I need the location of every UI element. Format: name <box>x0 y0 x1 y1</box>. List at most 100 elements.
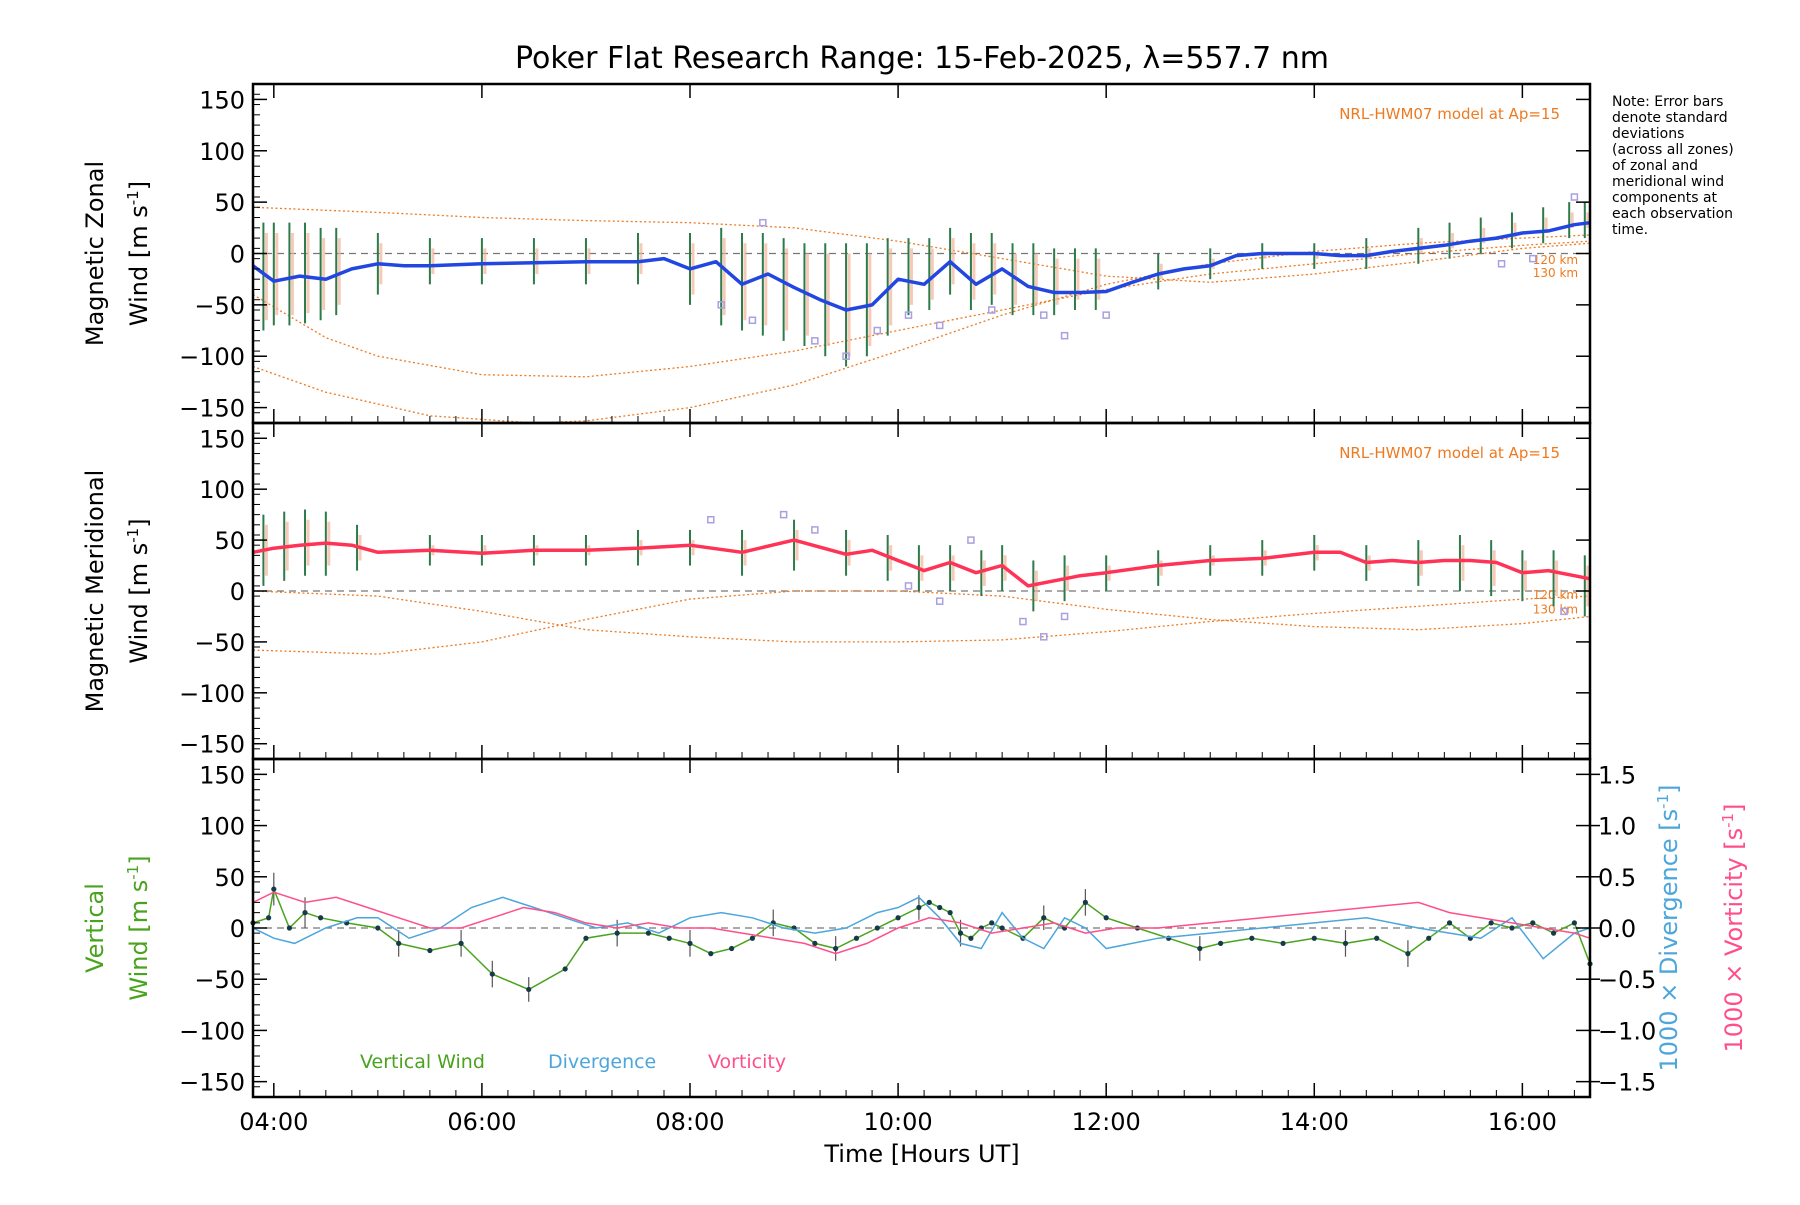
zone-point-1 <box>748 316 757 325</box>
zone-point-11 <box>1102 311 1110 319</box>
vertical-wind-point-31 <box>937 904 943 911</box>
right-axis-label-vorticity: 1000 × Vorticity [s-1] <box>1719 804 1748 1053</box>
y2-tick-label-2: 0.5 <box>1598 864 1636 892</box>
note-line-6: components at <box>1612 190 1718 206</box>
vertical-wind-point-15 <box>614 930 620 936</box>
series-line-2 <box>252 891 1591 955</box>
y-tick-label-4: 50 <box>214 189 245 217</box>
vertical-wind-point-58 <box>1530 920 1536 926</box>
zone-point-9 <box>1040 311 1048 319</box>
y2-tick-label-5: −1.0 <box>1598 1017 1656 1045</box>
model-km-label-0: 120 km <box>1533 253 1578 267</box>
vertical-wind-point-49 <box>1311 935 1317 941</box>
x-tick-label-2: 08:00 <box>655 1108 724 1136</box>
mean-line-meridional <box>252 538 1591 588</box>
y-axis-label-line2-part: Wind [m s <box>125 205 153 326</box>
zone-point-6 <box>1019 617 1027 626</box>
x-tick-label-3: 10:00 <box>864 1108 933 1136</box>
vertical-wind-point-28 <box>895 915 901 921</box>
right-axis-label-divergence: 1000 × Divergence [s-1] <box>1654 784 1683 1071</box>
right-axis-label-vorticity-part: 1000 × Vorticity [s <box>1720 828 1748 1053</box>
x-tick-label-5: 14:00 <box>1280 1108 1349 1136</box>
y-tick-label-1: −100 <box>179 680 245 708</box>
y-axis-label-line1: Magnetic Zonal <box>81 161 109 346</box>
right-axis-label-divergence-part: -1 <box>1654 794 1672 809</box>
y-tick-label-1: −100 <box>179 343 245 371</box>
y-tick-label-0: −150 <box>179 1069 245 1097</box>
x-axis: 04:00 06:00 08:00 10:00 12:00 14:00 16:00 Time … <box>239 1108 1557 1168</box>
right-axis-label-vorticity-part: -1 <box>1719 813 1737 828</box>
vertical-wind-point-27 <box>874 925 880 931</box>
note-line-4: of zonal and <box>1612 158 1698 174</box>
zone-point-5 <box>967 536 975 544</box>
zone-point-5 <box>873 326 882 335</box>
y-tick-label-5: 100 <box>199 476 245 504</box>
y-axis-label-line2-part: ] <box>125 181 153 190</box>
y2-tick-label-1: 1.0 <box>1598 813 1636 841</box>
zone-point-8 <box>987 306 996 314</box>
zone-point-1 <box>779 510 788 519</box>
y-tick-label-0: −150 <box>179 731 245 759</box>
vertical-wind-point-13 <box>562 966 568 972</box>
y-tick-label-2: −50 <box>194 629 245 657</box>
series-line-1 <box>252 896 1591 960</box>
vertical-wind-point-57 <box>1509 925 1515 931</box>
y-axis-label-line2-part: -1 <box>124 528 142 543</box>
note-line-8: time. <box>1612 222 1648 238</box>
right-axis-label-vorticity-part: ] <box>1720 804 1748 813</box>
vertical-wind-point-41 <box>1082 899 1088 905</box>
note-line-0: Note: Error bars <box>1612 94 1723 110</box>
y-axis-label-line2-part: -1 <box>124 865 142 880</box>
note-line-7: each observation <box>1612 206 1733 222</box>
note-line-3: (across all zones) <box>1612 142 1734 158</box>
vertical-wind-point-30 <box>926 899 932 905</box>
vertical-wind-point-7 <box>375 925 381 931</box>
x-tick-label-1: 06:00 <box>447 1108 516 1136</box>
zone-point-3 <box>904 582 913 590</box>
y-axis-label-line2-part: -1 <box>124 190 142 205</box>
zone-point-4 <box>842 352 850 360</box>
vertical-wind-point-46 <box>1218 940 1224 946</box>
vertical-wind-point-47 <box>1249 935 1255 941</box>
zone-point-4 <box>935 597 944 605</box>
y-axis-label-line2-part: Wind [m s <box>125 543 153 664</box>
y-tick-label-2: −50 <box>194 966 245 994</box>
mean-line-zonal <box>251 220 1591 312</box>
zone-point-3 <box>811 337 819 345</box>
legend-item-0: Vertical Wind <box>360 1051 485 1073</box>
vertical-wind-point-59 <box>1550 930 1557 936</box>
vertical-wind-point-37 <box>999 925 1005 931</box>
vertical-wind-point-56 <box>1488 920 1494 926</box>
zone-point-7 <box>1040 633 1048 641</box>
y-tick-label-4: 50 <box>214 864 245 892</box>
legend-item-1: Divergence <box>548 1051 656 1073</box>
vertical-wind-point-33 <box>957 930 964 936</box>
note-line-2: deviations <box>1612 126 1684 142</box>
vertical-wind-point-24 <box>812 940 818 946</box>
vertical-wind-point-16 <box>645 930 651 936</box>
model-km-label-1: 130 km <box>1533 266 1578 280</box>
y-tick-label-3: 0 <box>230 241 245 269</box>
zone-point-2 <box>811 526 819 534</box>
vertical-wind-point-29 <box>916 904 922 911</box>
vertical-wind-point-19 <box>708 951 714 957</box>
vertical-wind-point-60 <box>1571 920 1577 926</box>
vertical-wind-point-45 <box>1197 945 1203 952</box>
vertical-wind-point-39 <box>1041 915 1047 921</box>
y-tick-label-2: −50 <box>194 292 245 320</box>
model-curve-1 <box>252 240 1591 378</box>
vertical-wind-point-12 <box>526 986 532 993</box>
x-tick-label-6: 16:00 <box>1488 1108 1557 1136</box>
vertical-wind-point-14 <box>583 935 589 941</box>
vertical-wind-point-9 <box>427 947 433 954</box>
chart-title: Poker Flat Research Range: 15-Feb-2025, … <box>515 41 1329 76</box>
y-axis-label-line2: Wind [m s-1] <box>124 518 153 663</box>
vertical-wind-point-8 <box>396 940 402 946</box>
x-tick-label-4: 12:00 <box>1072 1108 1141 1136</box>
y-tick-label-5: 100 <box>199 138 245 166</box>
y-axis-label-line2-part: Wind [m s <box>125 880 153 1001</box>
panel-frame <box>251 421 1592 761</box>
x-tick-label-0: 04:00 <box>239 1108 308 1136</box>
